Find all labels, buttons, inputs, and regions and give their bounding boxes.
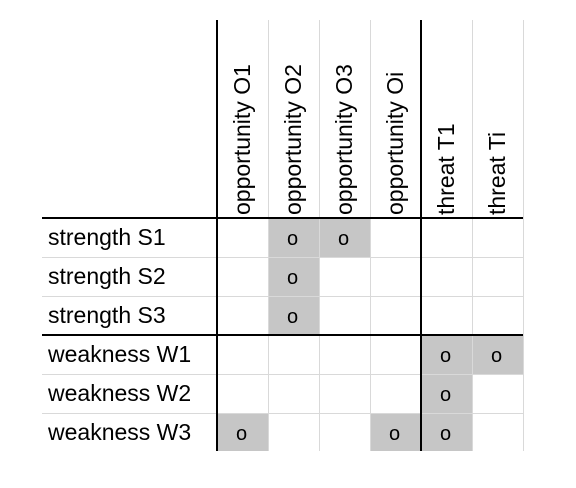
shaded-cell <box>421 335 472 374</box>
grid-line <box>42 374 523 375</box>
cell-mark: o <box>338 228 350 250</box>
shaded-cell <box>268 296 319 335</box>
cell-mark: o <box>287 267 299 289</box>
column-header: opportunity O3 <box>331 20 371 215</box>
column-header: opportunity O2 <box>280 20 320 215</box>
header-divider-horizontal <box>42 217 523 219</box>
grid-line <box>42 296 523 297</box>
column-header-label: opportunity O3 <box>331 64 357 215</box>
column-header: opportunity Oi <box>382 20 422 215</box>
column-header-label: threat T1 <box>433 123 459 215</box>
grid-line <box>523 20 524 451</box>
grid-line <box>370 20 371 451</box>
row-header-label: weakness W2 <box>48 380 192 406</box>
group-divider-horizontal <box>42 334 523 336</box>
row-header-label: weakness W3 <box>48 419 192 445</box>
group-divider-vertical <box>420 20 422 451</box>
cell-mark: o <box>236 423 248 445</box>
column-header: opportunity O1 <box>229 20 269 215</box>
shaded-cell <box>421 413 472 451</box>
grid-line <box>42 413 523 414</box>
shaded-cell <box>268 257 319 296</box>
column-header: threat T1 <box>433 20 473 215</box>
cell-mark: o <box>440 345 452 367</box>
shaded-cell <box>472 335 523 374</box>
column-header: threat Ti <box>484 20 524 215</box>
cell-mark: o <box>440 423 452 445</box>
shaded-cell <box>319 218 370 257</box>
shaded-cell <box>370 413 421 451</box>
column-header-label: opportunity O1 <box>229 64 255 215</box>
shaded-cell <box>268 218 319 257</box>
cell-mark: o <box>287 228 299 250</box>
cell-mark: o <box>389 423 401 445</box>
grid-line <box>319 20 320 451</box>
cell-mark: o <box>440 384 452 406</box>
column-header-label: opportunity Oi <box>382 71 408 215</box>
grid-line <box>472 20 473 451</box>
shaded-cell <box>217 413 268 451</box>
row-header-label: strength S1 <box>48 224 166 250</box>
grid-line <box>268 20 269 451</box>
row-header-label: strength S3 <box>48 302 166 328</box>
row-header-label: weakness W1 <box>48 341 192 367</box>
cell-mark: o <box>287 306 299 328</box>
cell-mark: o <box>491 345 503 367</box>
column-header-label: opportunity O2 <box>280 64 306 215</box>
grid-line <box>42 257 523 258</box>
row-header-label: strength S2 <box>48 263 166 289</box>
header-divider-vertical <box>216 20 218 451</box>
shaded-cell <box>421 374 472 413</box>
column-header-label: threat Ti <box>484 131 510 215</box>
